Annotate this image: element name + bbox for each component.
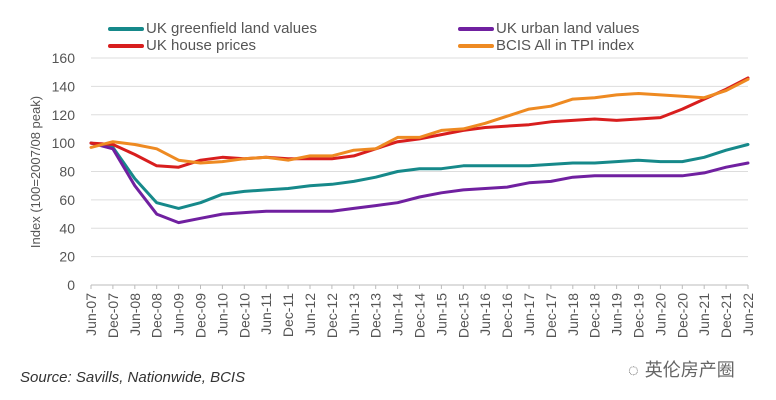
x-tick-label: Jun-16 <box>477 293 493 336</box>
series-line-0 <box>89 141 750 210</box>
x-tick-label: Jun-07 <box>83 293 99 336</box>
y-tick-label: 0 <box>67 277 75 293</box>
x-tick-label: Dec-11 <box>280 293 296 337</box>
x-tick-label: Jun-09 <box>171 293 187 336</box>
watermark-text: 英伦房产圈 <box>644 360 735 380</box>
x-tick-label: Jun-14 <box>390 293 406 336</box>
x-tick-label: Dec-19 <box>631 293 647 338</box>
x-tick-label: Dec-08 <box>149 293 165 338</box>
x-tick-label: Jun-08 <box>127 293 143 336</box>
x-tick-label: Jun-18 <box>565 293 581 336</box>
x-tick-label: Jun-15 <box>433 293 449 336</box>
x-tick-label: Jun-22 <box>740 293 756 336</box>
legend-label: UK greenfield land values <box>146 20 317 37</box>
legend-item-greenfield: UK greenfield land values <box>108 20 317 37</box>
x-tick-label: Jun-13 <box>346 293 362 336</box>
watermark: ◌ 英伦房产圈 <box>628 356 735 382</box>
y-tick-label: 160 <box>52 50 76 66</box>
x-tick-label: Dec-21 <box>718 293 734 338</box>
x-tick-label: Jun-17 <box>521 293 537 336</box>
x-tick-label: Dec-20 <box>674 293 690 338</box>
legend-swatch <box>108 44 144 49</box>
y-tick-label: 140 <box>52 78 76 94</box>
x-tick-label: Dec-15 <box>455 293 471 338</box>
y-tick-label: 120 <box>52 107 76 123</box>
source-note: Source: Savills, Nationwide, BCIS <box>20 369 246 386</box>
legend-swatch <box>458 27 494 32</box>
x-tick-label: Dec-17 <box>543 293 559 338</box>
x-tick-label: Dec-10 <box>236 293 252 338</box>
legend-label: BCIS All in TPI index <box>496 37 635 54</box>
x-tick-label: Jun-19 <box>609 293 625 336</box>
legend-swatch <box>108 27 144 32</box>
wechat-icon: ◌ <box>628 360 639 380</box>
series-line-1 <box>89 141 750 225</box>
x-tick-label: Jun-21 <box>696 293 712 336</box>
legend-label: UK urban land values <box>496 20 640 37</box>
x-tick-label: Jun-10 <box>214 293 230 336</box>
legend-item-house-prices: UK house prices <box>108 37 256 54</box>
y-tick-label: 60 <box>59 192 75 208</box>
legend-item-urban: UK urban land values <box>458 20 639 37</box>
x-tick-label: Dec-13 <box>368 293 384 338</box>
x-tick-label: Dec-14 <box>412 293 428 338</box>
legend-swatch <box>458 44 494 49</box>
x-tick-label: Jun-12 <box>302 293 318 336</box>
y-tick-label: 40 <box>59 220 75 236</box>
y-tick-label: 100 <box>52 135 76 151</box>
x-tick-label: Dec-18 <box>587 293 603 338</box>
x-tick-label: Dec-09 <box>193 293 209 338</box>
legend-label: UK house prices <box>146 37 257 54</box>
x-tick-label: Jun-20 <box>652 293 668 336</box>
series-line-2 <box>89 76 750 169</box>
y-axis-label: Index (100=2007/08 peak) <box>28 96 43 248</box>
x-tick-label: Jun-11 <box>258 293 274 335</box>
legend-item-bcis: BCIS All in TPI index <box>458 37 634 54</box>
x-tick-label: Dec-12 <box>324 293 340 338</box>
x-tick-label: Dec-16 <box>499 293 515 338</box>
series-line-3 <box>89 77 750 165</box>
x-tick-label: Dec-07 <box>105 293 121 338</box>
y-tick-label: 20 <box>59 249 75 265</box>
y-tick-label: 80 <box>59 164 75 180</box>
